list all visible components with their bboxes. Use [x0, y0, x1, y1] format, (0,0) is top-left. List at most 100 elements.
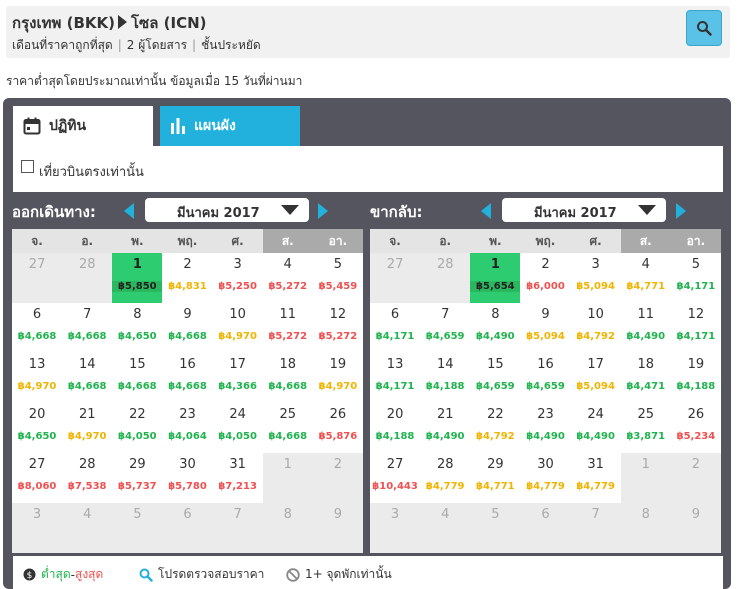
day-price: ฿4,064 [168, 431, 207, 442]
next-month-icon[interactable] [676, 203, 686, 219]
day-cell[interactable]: 12 ฿5,272 [312, 303, 363, 353]
direct-only-label[interactable]: เที่ยวบินตรงเท่านั้น [39, 165, 144, 180]
day-cell[interactable]: 9 ฿5,094 [520, 303, 571, 353]
no-entry-icon [286, 567, 300, 582]
tab-chart[interactable]: แผนผัง [160, 106, 300, 146]
day-cell[interactable]: 29 ฿5,737 [112, 453, 163, 503]
day-cell[interactable]: 30 ฿4,779 [520, 453, 571, 503]
day-cell[interactable]: 31 ฿4,779 [570, 453, 621, 503]
day-number: 8 [641, 507, 650, 522]
day-cell[interactable]: 30 ฿5,780 [162, 453, 213, 503]
day-cell: 7 [212, 503, 263, 553]
day-cell[interactable]: 25 ฿4,668 [262, 403, 313, 453]
day-cell[interactable]: 28 ฿4,779 [420, 453, 471, 503]
day-cell[interactable]: 7 ฿4,659 [420, 303, 471, 353]
day-cell[interactable]: 6 ฿4,171 [370, 303, 421, 353]
day-cell[interactable]: 22 ฿4,050 [112, 403, 163, 453]
tab-chart-label: แผนผัง [194, 118, 236, 134]
direct-only-checkbox[interactable] [21, 160, 34, 173]
day-price: ฿4,771 [476, 481, 515, 492]
day-cell[interactable]: 20 ฿4,188 [370, 403, 421, 453]
weekday-label: อ. [420, 229, 471, 253]
day-cell[interactable]: 24 ฿4,050 [212, 403, 263, 453]
day-price: ฿4,188 [425, 381, 465, 392]
day-price: ฿4,792 [476, 431, 515, 442]
day-cell[interactable]: 7 ฿4,668 [62, 303, 113, 353]
day-cell[interactable]: 27 ฿8,060 [12, 453, 63, 503]
day-cell: 8 [620, 503, 671, 553]
day-cell[interactable]: 10 ฿4,792 [570, 303, 621, 353]
next-month-icon[interactable] [318, 203, 328, 219]
day-cell[interactable]: 8 ฿4,490 [470, 303, 521, 353]
day-cell[interactable]: 3 ฿5,250 [212, 253, 263, 303]
day-cell[interactable]: 26 ฿5,234 [670, 403, 721, 453]
day-cell[interactable]: 15 ฿4,668 [112, 353, 163, 403]
day-cell-selected[interactable]: 1 ฿5,654 [470, 253, 521, 303]
day-cell[interactable]: 5 ฿4,171 [670, 253, 721, 303]
day-cell[interactable]: 23 ฿4,490 [520, 403, 571, 453]
tab-calendar[interactable]: ปฏิทิน [13, 106, 153, 146]
weekday-header: จ. อ. พ. พฤ. ศ. ส. อา. [12, 229, 363, 253]
day-cell[interactable]: 16 ฿4,659 [520, 353, 571, 403]
day-price: ฿4,366 [218, 381, 257, 392]
day-cell[interactable]: 28 ฿7,538 [62, 453, 113, 503]
day-price: ฿4,650 [118, 331, 157, 342]
day-cell[interactable]: 9 ฿4,668 [162, 303, 213, 353]
day-cell[interactable]: 16 ฿4,668 [162, 353, 213, 403]
day-cell[interactable]: 14 ฿4,668 [62, 353, 113, 403]
day-cell[interactable]: 17 ฿4,366 [212, 353, 263, 403]
day-cell[interactable]: 21 ฿4,490 [420, 403, 471, 453]
day-cell[interactable]: 2 ฿6,000 [520, 253, 571, 303]
day-price: ฿4,490 [476, 331, 515, 342]
day-cell[interactable]: 31 ฿7,213 [212, 453, 263, 503]
day-cell[interactable]: 2 ฿4,831 [162, 253, 213, 303]
day-cell[interactable]: 29 ฿4,771 [470, 453, 521, 503]
day-cell[interactable]: 8 ฿4,650 [112, 303, 163, 353]
day-cell[interactable]: 5 ฿5,459 [312, 253, 363, 303]
prev-month-icon[interactable] [481, 203, 491, 219]
day-cell[interactable]: 13 ฿4,171 [370, 353, 421, 403]
day-cell[interactable]: 11 ฿4,490 [620, 303, 671, 353]
prev-month-icon[interactable] [124, 203, 134, 219]
day-cell[interactable]: 27 ฿10,443 [370, 453, 421, 503]
day-cell[interactable]: 25 ฿3,871 [620, 403, 671, 453]
day-number: 25 [637, 407, 655, 422]
day-cell[interactable]: 13 ฿4,970 [12, 353, 63, 403]
day-number: 18 [637, 357, 655, 372]
day-cell[interactable]: 22 ฿4,792 [470, 403, 521, 453]
month-select[interactable]: มีนาคม 2017 [145, 198, 309, 222]
search-button[interactable] [686, 10, 722, 46]
search-meta: เดือนที่ราคาถูกที่สุด | 2 ผู้โดยสาร | ชั้นปร… [12, 36, 261, 55]
day-cell[interactable]: 23 ฿4,064 [162, 403, 213, 453]
day-cell[interactable]: 4 ฿4,771 [620, 253, 671, 303]
day-cell[interactable]: 10 ฿4,970 [212, 303, 263, 353]
day-cell[interactable]: 15 ฿4,659 [470, 353, 521, 403]
day-cell[interactable]: 20 ฿4,650 [12, 403, 63, 453]
day-cell[interactable]: 12 ฿4,171 [670, 303, 721, 353]
day-cell: 27 [370, 253, 421, 303]
day-cell[interactable]: 11 ฿5,272 [262, 303, 313, 353]
day-cell[interactable]: 24 ฿4,490 [570, 403, 621, 453]
day-number: 21 [78, 407, 96, 422]
day-number: 11 [279, 307, 297, 322]
day-cell[interactable]: 4 ฿5,272 [262, 253, 313, 303]
day-cell[interactable]: 26 ฿5,876 [312, 403, 363, 453]
day-cell[interactable]: 19 ฿4,188 [670, 353, 721, 403]
day-cell[interactable]: 6 ฿4,668 [12, 303, 63, 353]
day-price: ฿5,459 [318, 281, 358, 292]
day-cell[interactable]: 21 ฿4,970 [62, 403, 113, 453]
day-cell[interactable]: 19 ฿4,970 [312, 353, 363, 403]
day-cell[interactable]: 17 ฿5,094 [570, 353, 621, 403]
day-number: 9 [183, 307, 192, 322]
day-cell[interactable]: 18 ฿4,668 [262, 353, 313, 403]
day-cell-selected[interactable]: 1 ฿5,850 [112, 253, 163, 303]
weekday-label: พ. [470, 229, 521, 253]
day-cell[interactable]: 14 ฿4,188 [420, 353, 471, 403]
day-price: ฿5,234 [676, 431, 716, 442]
day-cell[interactable]: 3 ฿5,094 [570, 253, 621, 303]
month-select[interactable]: มีนาคม 2017 [502, 198, 666, 222]
search-summary: กรุงเทพ (BKK) โซล (ICN) เดือนที่ราคาถูกที… [6, 6, 730, 58]
day-cell[interactable]: 18 ฿4,471 [620, 353, 671, 403]
month-select-value: มีนาคม 2017 [534, 206, 617, 221]
day-number: 26 [329, 407, 347, 422]
